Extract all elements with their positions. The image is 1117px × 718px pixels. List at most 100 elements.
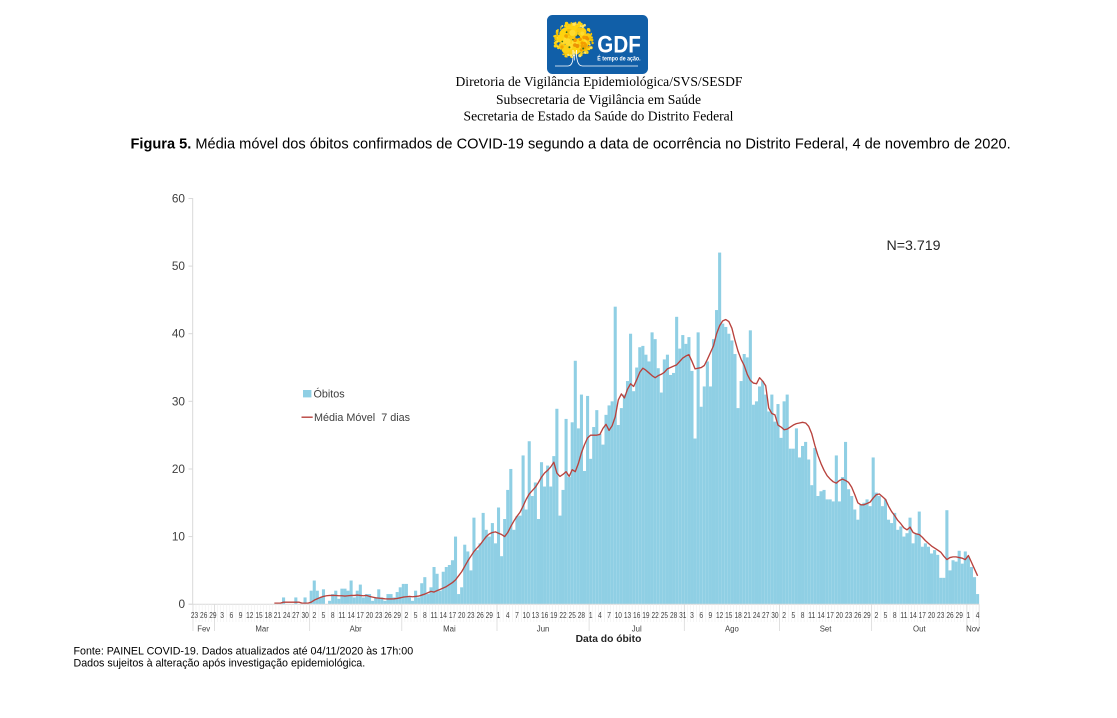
svg-text:21: 21 bbox=[744, 610, 752, 620]
svg-text:16: 16 bbox=[633, 610, 641, 620]
svg-text:4: 4 bbox=[598, 610, 602, 620]
svg-text:1: 1 bbox=[967, 610, 971, 620]
svg-text:6: 6 bbox=[699, 610, 703, 620]
svg-text:1: 1 bbox=[589, 610, 593, 620]
svg-text:20: 20 bbox=[172, 462, 186, 476]
svg-text:2: 2 bbox=[782, 610, 786, 620]
svg-text:22: 22 bbox=[651, 610, 659, 620]
svg-text:4: 4 bbox=[976, 610, 980, 620]
svg-text:11: 11 bbox=[338, 610, 346, 620]
svg-text:9: 9 bbox=[239, 610, 243, 620]
svg-text:17: 17 bbox=[827, 610, 835, 620]
svg-text:Figura 5. Média móvel dos óbit: Figura 5. Média móvel dos óbitos confirm… bbox=[131, 137, 1011, 153]
svg-text:26: 26 bbox=[476, 610, 484, 620]
svg-text:17: 17 bbox=[449, 610, 457, 620]
svg-text:31: 31 bbox=[679, 610, 687, 620]
svg-text:Out: Out bbox=[913, 624, 926, 633]
svg-text:8: 8 bbox=[893, 610, 897, 620]
svg-text:5: 5 bbox=[322, 610, 326, 620]
svg-text:9: 9 bbox=[709, 610, 713, 620]
svg-text:Mai: Mai bbox=[443, 624, 456, 633]
svg-text:13: 13 bbox=[624, 610, 632, 620]
svg-text:30: 30 bbox=[172, 394, 186, 408]
svg-text:6: 6 bbox=[229, 610, 233, 620]
svg-text:Abr: Abr bbox=[350, 624, 363, 633]
svg-text:20: 20 bbox=[928, 610, 936, 620]
svg-text:10: 10 bbox=[172, 530, 186, 544]
svg-text:2: 2 bbox=[312, 610, 316, 620]
svg-text:23: 23 bbox=[467, 610, 475, 620]
svg-text:Ago: Ago bbox=[725, 624, 740, 633]
svg-text:10: 10 bbox=[523, 610, 531, 620]
svg-text:26: 26 bbox=[384, 610, 392, 620]
svg-text:11: 11 bbox=[808, 610, 816, 620]
svg-text:29: 29 bbox=[863, 610, 871, 620]
svg-text:29: 29 bbox=[394, 610, 402, 620]
svg-text:7: 7 bbox=[607, 610, 611, 620]
svg-text:13: 13 bbox=[532, 610, 540, 620]
svg-text:2: 2 bbox=[405, 610, 409, 620]
svg-text:15: 15 bbox=[725, 610, 733, 620]
svg-text:30: 30 bbox=[771, 610, 779, 620]
svg-text:25: 25 bbox=[569, 610, 577, 620]
svg-text:22: 22 bbox=[559, 610, 567, 620]
svg-text:27: 27 bbox=[292, 610, 300, 620]
svg-text:29: 29 bbox=[486, 610, 494, 620]
svg-text:60: 60 bbox=[172, 192, 186, 206]
svg-text:21: 21 bbox=[274, 610, 282, 620]
svg-text:20: 20 bbox=[366, 610, 374, 620]
svg-text:10: 10 bbox=[615, 610, 623, 620]
svg-text:14: 14 bbox=[817, 610, 825, 620]
svg-text:18: 18 bbox=[265, 610, 273, 620]
svg-text:20: 20 bbox=[836, 610, 844, 620]
svg-text:Subsecretaria de Vigilância em: Subsecretaria de Vigilância em Saúde bbox=[496, 92, 701, 107]
svg-text:3: 3 bbox=[690, 610, 694, 620]
svg-text:19: 19 bbox=[642, 610, 650, 620]
svg-text:14: 14 bbox=[909, 610, 917, 620]
svg-text:15: 15 bbox=[255, 610, 263, 620]
svg-text:20: 20 bbox=[458, 610, 466, 620]
svg-text:11: 11 bbox=[900, 610, 908, 620]
svg-text:Nov: Nov bbox=[966, 624, 980, 633]
svg-text:16: 16 bbox=[541, 610, 549, 620]
svg-text:12: 12 bbox=[716, 610, 724, 620]
svg-text:17: 17 bbox=[919, 610, 927, 620]
svg-text:23: 23 bbox=[937, 610, 945, 620]
svg-text:8: 8 bbox=[801, 610, 805, 620]
svg-text:17: 17 bbox=[357, 610, 365, 620]
svg-text:Jul: Jul bbox=[632, 624, 642, 633]
svg-text:27: 27 bbox=[762, 610, 770, 620]
svg-text:28: 28 bbox=[578, 610, 586, 620]
svg-text:Data do óbito: Data do óbito bbox=[576, 634, 642, 645]
svg-text:28: 28 bbox=[670, 610, 678, 620]
svg-text:N=3.719: N=3.719 bbox=[887, 238, 941, 254]
svg-text:25: 25 bbox=[661, 610, 669, 620]
svg-text:26: 26 bbox=[946, 610, 954, 620]
svg-text:29: 29 bbox=[209, 610, 217, 620]
svg-text:Fonte: PAINEL COVID-19. Dados: Fonte: PAINEL COVID-19. Dados atualizado… bbox=[74, 646, 414, 658]
svg-text:40: 40 bbox=[172, 327, 186, 341]
svg-text:26: 26 bbox=[854, 610, 862, 620]
svg-text:11: 11 bbox=[430, 610, 438, 620]
svg-text:GDF: GDF bbox=[597, 33, 641, 59]
svg-text:8: 8 bbox=[331, 610, 335, 620]
svg-text:4: 4 bbox=[506, 610, 510, 620]
svg-text:50: 50 bbox=[172, 259, 186, 273]
svg-text:Secretaria de Estado da Saúde: Secretaria de Estado da Saúde do Distrit… bbox=[464, 108, 734, 123]
svg-text:Set: Set bbox=[820, 624, 833, 633]
svg-text:12: 12 bbox=[246, 610, 254, 620]
svg-text:Dados sujeitos à alteração apó: Dados sujeitos à alteração após investig… bbox=[74, 658, 366, 670]
svg-text:5: 5 bbox=[884, 610, 888, 620]
svg-text:24: 24 bbox=[283, 610, 291, 620]
svg-text:Fev: Fev bbox=[197, 624, 210, 633]
svg-text:5: 5 bbox=[791, 610, 795, 620]
svg-text:Mar: Mar bbox=[255, 624, 269, 633]
svg-text:5: 5 bbox=[414, 610, 418, 620]
svg-text:0: 0 bbox=[178, 597, 185, 611]
svg-text:2: 2 bbox=[874, 610, 878, 620]
svg-text:24: 24 bbox=[753, 610, 761, 620]
svg-text:Média Móvel 7 dias: Média Móvel 7 dias bbox=[314, 412, 411, 424]
svg-text:Diretoria de Vigilância Epidem: Diretoria de Vigilância Epidemiológica/S… bbox=[455, 74, 742, 89]
svg-text:23: 23 bbox=[845, 610, 853, 620]
svg-text:8: 8 bbox=[423, 610, 427, 620]
